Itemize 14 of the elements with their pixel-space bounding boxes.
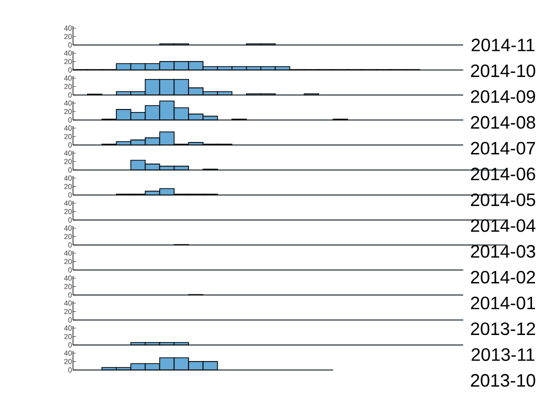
annotation: 2014-06 bbox=[470, 168, 536, 180]
text: 2013-11 bbox=[472, 348, 534, 361]
text: 2013-12 bbox=[470, 322, 536, 336]
text: 2013-10 bbox=[470, 374, 536, 387]
annotation: 2014-04 bbox=[470, 219, 536, 232]
text: 2014-09 bbox=[470, 90, 536, 103]
text: 2014-01 bbox=[470, 296, 536, 310]
text: 2014-11 bbox=[472, 38, 534, 52]
text: 2014-03 bbox=[470, 245, 536, 258]
text: 2014-10 bbox=[470, 64, 536, 78]
text: 2014-08 bbox=[470, 116, 536, 129]
annotation: 2014-07 bbox=[470, 142, 536, 155]
annotation: 2014-05 bbox=[470, 193, 536, 206]
text: 2014-02 bbox=[470, 270, 536, 284]
